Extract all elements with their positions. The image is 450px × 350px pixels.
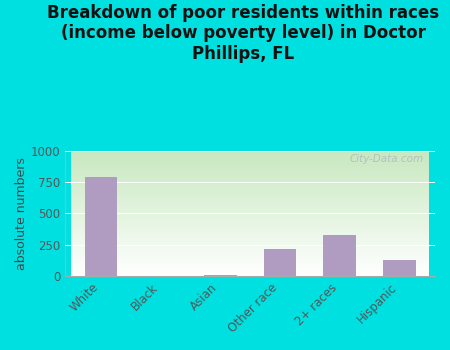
Bar: [323, 235, 356, 276]
Bar: [264, 248, 297, 276]
Text: City-Data.com: City-Data.com: [350, 154, 424, 164]
Bar: [204, 274, 237, 276]
Text: Breakdown of poor residents within races
(income below poverty level) in Doctor
: Breakdown of poor residents within races…: [47, 4, 439, 63]
Bar: [383, 260, 416, 276]
Bar: [85, 177, 117, 276]
Y-axis label: absolute numbers: absolute numbers: [15, 157, 28, 270]
